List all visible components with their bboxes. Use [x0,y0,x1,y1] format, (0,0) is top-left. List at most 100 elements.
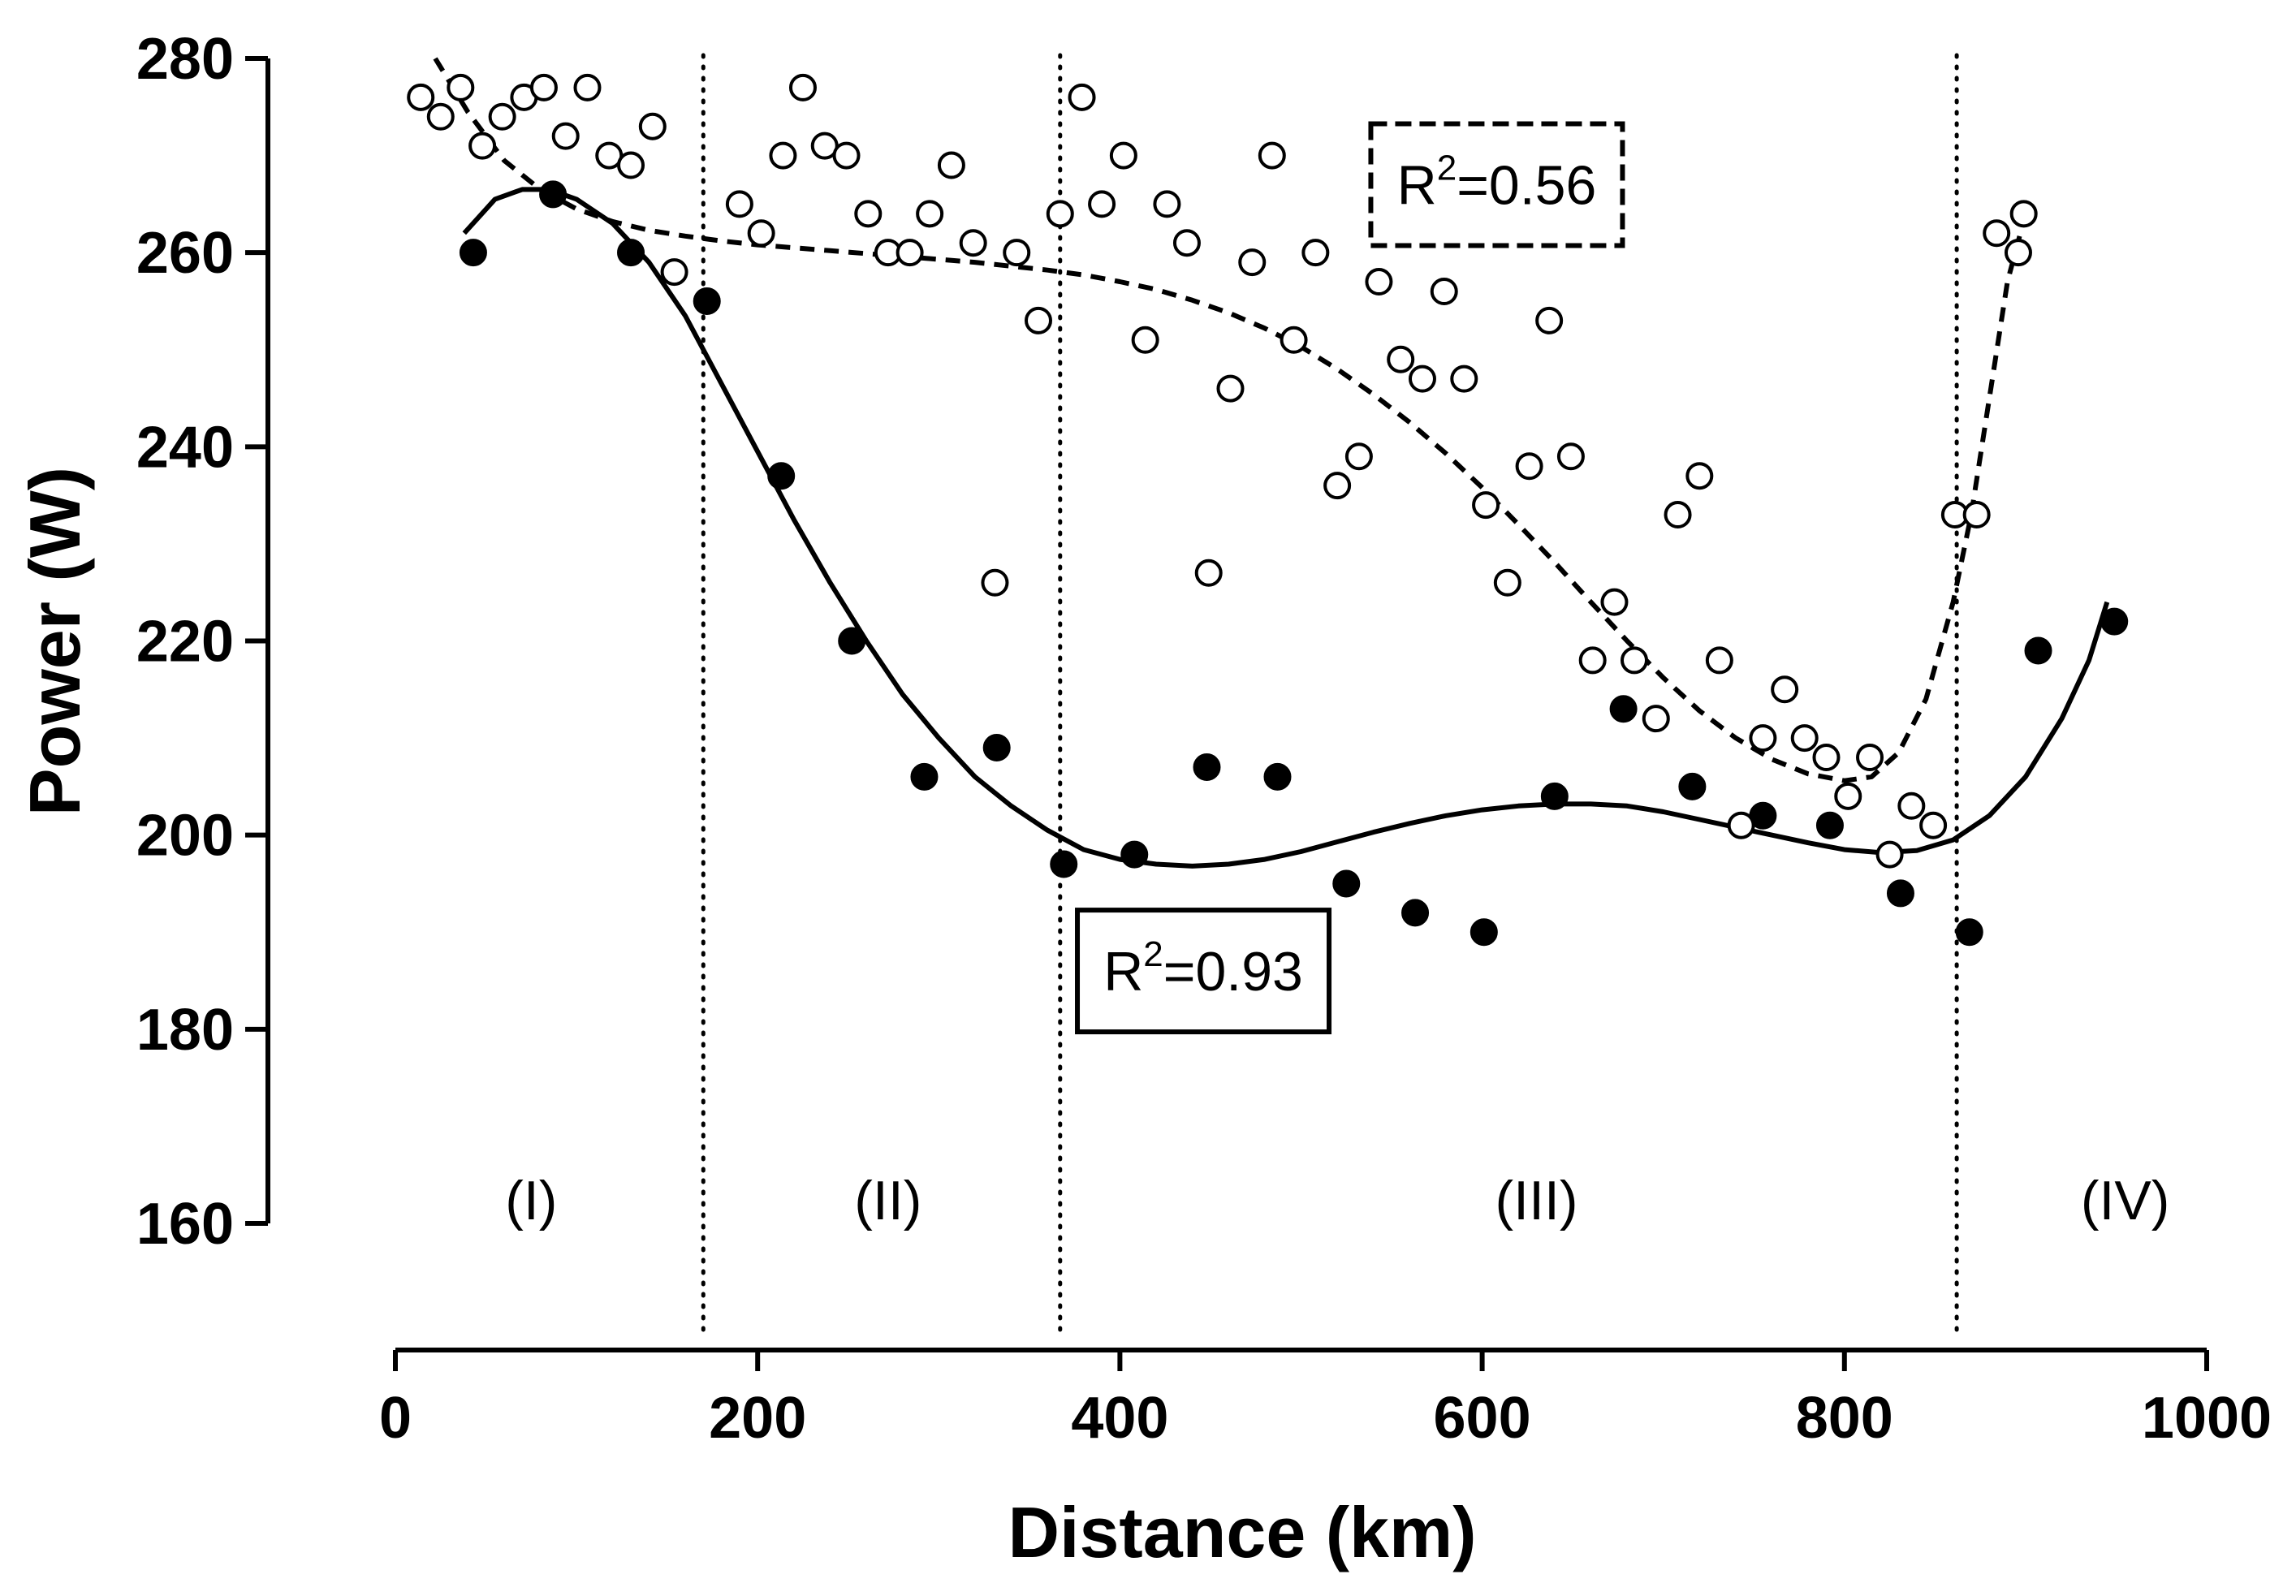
filled-point [693,287,721,315]
open-point [447,73,475,101]
open-point [896,239,924,267]
open-point [1450,364,1478,393]
y-tick-label: 200 [136,804,234,869]
open-point [1172,229,1201,257]
y-tick-label: 180 [136,998,234,1063]
open-point [1472,491,1500,520]
phase-label: (I) [505,1170,557,1232]
x-tick-label: 200 [709,1386,806,1451]
open-point [1194,559,1223,587]
r2-label: R2=0.56 [1397,148,1597,216]
x-tick-label: 600 [1434,1386,1531,1451]
open-point [1131,326,1159,354]
r2-box-dashed [1368,121,1625,248]
filled-point [1120,840,1149,869]
solid-fit-curve [462,187,2110,869]
r2-label: R2=0.93 [1103,934,1303,1003]
filled-point [1050,850,1078,878]
open-point [1578,646,1607,675]
open-point [468,132,497,160]
open-point [1834,782,1862,810]
axes: 160 180 200 220 240 260 280 0 200 400 600 800 1000 [136,27,2272,1451]
y-tick-label: 160 [136,1192,234,1257]
open-point [1962,501,1991,529]
open-point [1153,190,1181,218]
data-points [407,73,2129,947]
open-point [937,151,965,179]
open-point [959,229,987,257]
open-point [1025,306,1053,334]
open-point [2009,200,2038,228]
y-tick-label: 220 [136,610,234,675]
open-point [1323,472,1352,500]
open-point [1983,219,2011,248]
open-point [1727,811,1755,839]
filled-point [1815,811,1844,839]
open-point [2004,239,2032,267]
x-tick-label: 1000 [2142,1386,2272,1451]
phase-labels: (I) (II) (III) (IV) [505,1170,2169,1232]
open-point [1535,306,1564,334]
open-point [1790,724,1819,753]
filled-point [982,734,1011,762]
filled-point [617,239,645,267]
filled-point [1609,695,1638,723]
filled-point [1886,879,1914,908]
open-point [529,73,558,101]
y-tick-label: 240 [136,415,234,480]
open-point [747,219,775,248]
open-point [725,190,753,218]
filled-point [838,627,866,655]
filled-point [539,180,568,209]
open-point [1856,744,1884,771]
open-point [1749,724,1777,753]
phase-label: (IV) [2081,1170,2170,1232]
open-point [1705,646,1733,675]
open-point [1088,190,1116,218]
y-tick-label: 280 [136,27,234,92]
open-point [1365,268,1393,296]
open-point [916,200,944,228]
open-point [1493,568,1521,597]
filled-point [2024,636,2052,665]
filled-point [1401,899,1430,927]
open-point [981,568,1009,597]
filled-point [1193,753,1221,781]
open-point [1258,141,1286,170]
x-tick-label: 400 [1071,1386,1168,1451]
open-point [1408,364,1436,393]
open-point [1387,345,1415,373]
open-point [551,122,580,150]
open-point [1301,239,1330,267]
filled-point [1470,918,1498,947]
r2-annotations: R2=0.93 R2=0.56 [1075,121,1625,1035]
open-point [1875,840,1904,869]
open-point [638,112,667,140]
y-tick-label: 260 [136,221,234,286]
filled-point [1955,918,1983,947]
open-point [832,141,861,170]
filled-point [1263,762,1292,791]
open-point [1216,374,1245,403]
x-tick-label: 0 [379,1386,412,1451]
open-point [426,102,455,131]
filled-point [2100,607,2129,636]
open-point [1280,326,1308,354]
filled-point [767,462,796,490]
open-point [660,258,688,287]
open-point [617,151,645,179]
dashed-fit-curve [433,57,2028,783]
x-axis-title: Distance (km) [1008,1492,1476,1572]
open-point [788,73,817,101]
open-point [407,83,435,111]
phase-label: (III) [1495,1170,1578,1232]
r2-box-solid [1075,908,1332,1035]
open-point [1430,278,1458,305]
open-point [854,200,883,228]
fit-curves [433,57,2110,869]
filled-point [1332,869,1361,898]
x-tick-label: 800 [1796,1386,1893,1451]
open-point [1621,646,1649,675]
